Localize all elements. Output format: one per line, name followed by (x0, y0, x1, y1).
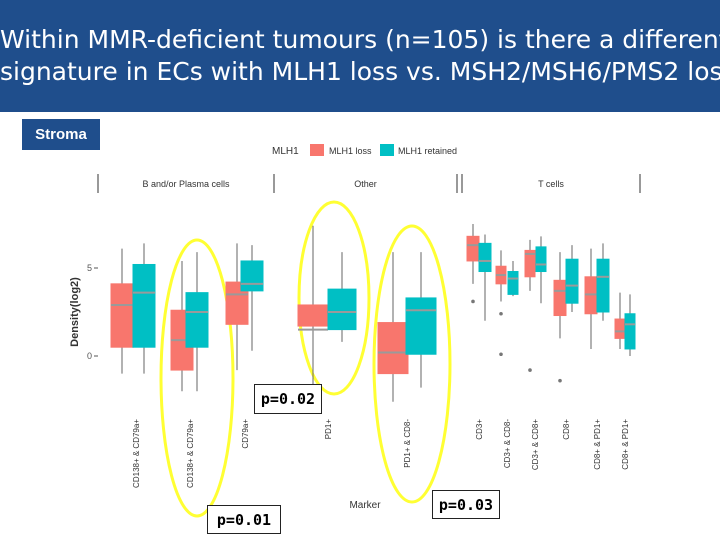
legend-swatch-retained (380, 144, 394, 156)
highlight-ellipse-pd1 (297, 200, 371, 396)
x-tick-label: PD1+ (324, 419, 333, 440)
box-body (377, 322, 409, 375)
pvalue-label-1: p=0.02 (254, 384, 322, 414)
highlight-ellipse-cd138 (159, 238, 235, 518)
box-body (327, 288, 357, 331)
box-body (405, 297, 437, 355)
box-body (614, 318, 626, 339)
title-bar: Within MMR-deficient tumours (n=105) is … (0, 0, 720, 112)
x-axis-label: Marker (349, 500, 381, 511)
pvalue-label-3: p=0.03 (432, 490, 500, 519)
box-body (110, 283, 134, 348)
x-tick-label: CD3+ & CD8+ (531, 419, 540, 470)
box-body (524, 249, 536, 278)
box-outlier (528, 368, 532, 372)
x-tick-label: CD8+ (562, 419, 571, 440)
box-outlier (471, 299, 475, 304)
box-body (565, 258, 579, 304)
x-tick-label: CD79a+ (241, 419, 250, 449)
legend-swatch-loss (310, 144, 324, 156)
box-body (596, 258, 610, 313)
legend-label-retained: MLH1 retained (398, 146, 457, 156)
box-body (478, 242, 492, 273)
box-body (132, 263, 156, 348)
box-outlier (558, 378, 562, 383)
box-body (185, 292, 209, 348)
slide-title-line1: Within MMR-deficient tumours (n=105) is … (0, 25, 720, 54)
box-outlier (499, 311, 503, 316)
box-body (507, 271, 519, 295)
legend-title: MLH1 (272, 146, 299, 157)
x-tick-label: CD3+ & CD8- (503, 419, 512, 468)
box-body (466, 235, 480, 262)
legend-label-loss: MLH1 loss (329, 146, 372, 156)
box-outlier (499, 352, 503, 357)
x-tick-label: PD1+ & CD8- (403, 419, 412, 468)
stroma-label: Stroma (22, 119, 100, 150)
y-axis-label: Density(log2) (69, 277, 81, 347)
x-tick-label: CD138+ & CD79a+ (132, 419, 141, 488)
facet-label: T cells (538, 179, 564, 189)
pvalue-label-2: p=0.01 (207, 505, 281, 534)
y-tick-label: 0 (87, 351, 92, 361)
box-body (297, 304, 329, 327)
y-tick-label: 5 (87, 263, 92, 273)
box-body (535, 246, 547, 273)
x-tick-label: CD8+ & PD1+ (621, 419, 630, 470)
slide-title-line2: signature in ECs with MLH1 loss vs. MSH2… (0, 57, 720, 86)
highlight-ellipse-pd1-cd8 (372, 224, 452, 504)
boxplot-chart: B and/or Plasma cells Other T cells MLH1 MLH… (69, 144, 641, 518)
x-tick-label: CD138+ & CD79a+ (186, 419, 195, 488)
x-tick-label: CD8+ & PD1+ (593, 419, 602, 470)
box-body (553, 279, 567, 317)
x-tick-label: CD3+ (475, 419, 484, 440)
box-body (240, 260, 264, 292)
box-body (225, 281, 249, 325)
facet-label: Other (354, 179, 377, 189)
facet-label: B and/or Plasma cells (142, 179, 230, 189)
box-body (624, 313, 636, 350)
